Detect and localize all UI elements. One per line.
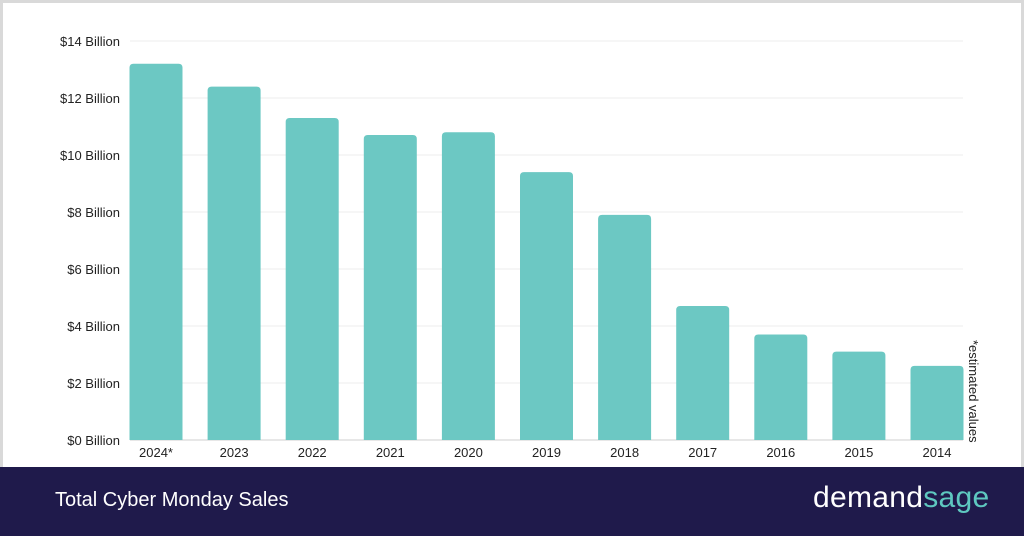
x-tick-label: 2020 [454, 445, 483, 460]
bar [832, 351, 886, 440]
x-tick-label: 2014 [923, 445, 952, 460]
y-tick-label: $6 Billion [67, 262, 120, 277]
x-tick-label: 2015 [844, 445, 873, 460]
annotation: *estimated values [966, 340, 997, 460]
estimated-note: *estimated values [966, 340, 981, 443]
x-tick-label: 2023 [220, 445, 249, 460]
bar [754, 334, 808, 440]
bar [129, 63, 183, 441]
logo-part-1: demand [813, 481, 924, 514]
bar [676, 306, 730, 440]
bar [910, 365, 964, 440]
x-tick-label: 2022 [298, 445, 327, 460]
y-tick-label: $10 Billion [60, 148, 120, 163]
bar [363, 135, 417, 441]
bar-chart: $0 Billion $2 Billion $4 Billion $6 Billion… [60, 34, 964, 460]
y-tick-label: $2 Billion [67, 376, 120, 391]
bar [598, 214, 652, 440]
y-tick-label: $8 Billion [67, 205, 120, 220]
y-tick-label: $14 Billion [60, 34, 120, 49]
y-tick-label: $0 Billion [67, 433, 120, 448]
footer: Total Cyber Monday Sales demandsage [0, 467, 1024, 536]
x-tick-label: 2021 [376, 445, 405, 460]
brand-logo: demandsage [813, 481, 989, 515]
bar [285, 117, 339, 440]
x-tick-label: 2018 [610, 445, 639, 460]
logo-part-2: sage [923, 481, 990, 514]
y-tick-label: $4 Billion [67, 319, 120, 334]
x-tick-label: 2024* [139, 445, 173, 460]
x-tick-label: 2016 [766, 445, 795, 460]
x-tick-label: 2017 [688, 445, 717, 460]
bar [207, 86, 261, 440]
footer-title: Total Cyber Monday Sales [55, 489, 289, 511]
x-tick-label: 2019 [532, 445, 561, 460]
y-tick-label: $12 Billion [60, 91, 120, 106]
bar [441, 132, 495, 440]
bar [520, 172, 573, 440]
